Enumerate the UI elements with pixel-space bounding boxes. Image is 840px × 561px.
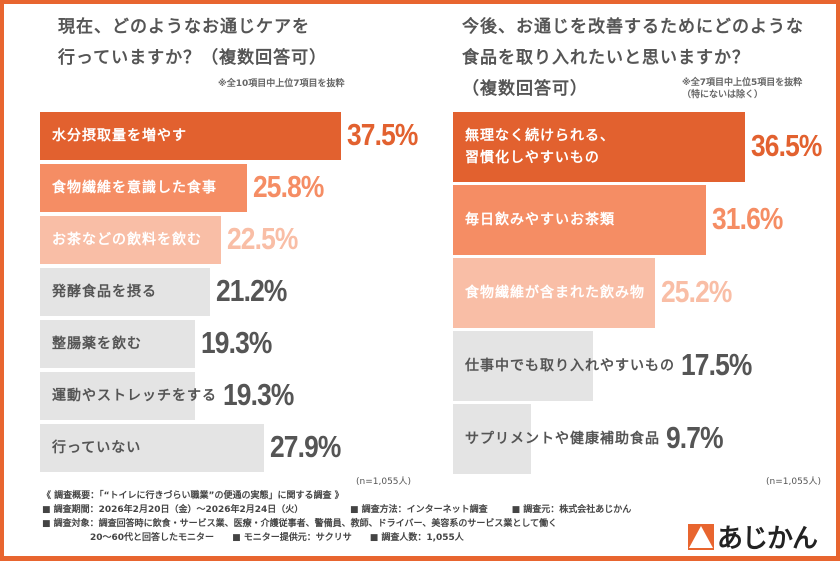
bar: 水分摂取量を増やす [40, 112, 342, 160]
survey-target: ■ 調査対象：調査回答時に飲食・サービス業、医療・介護従事者、警備員、教師、ドラ… [42, 519, 558, 529]
bar: お茶などの飲料を飲む [40, 216, 221, 264]
overview-title: 《 調査概要：「“トイレに行きづらい職業”の便通の実態」に関する調査 》 [42, 491, 344, 501]
category-label-line: 無理なく続けられる、 [465, 128, 615, 144]
bar: 整腸薬を飲む [40, 320, 195, 368]
category-label-line: お茶などの飲料を飲む [52, 232, 202, 248]
value-label: 27.9% [270, 429, 341, 464]
title-line: 今後、お通じを改善するためにどのような [462, 17, 804, 37]
monitor-provider: ■ モニター提供元：サクリサ [232, 533, 352, 543]
right-chart-note: ※全7項目中上位5項目を抜粋 （特にないは除く） [682, 77, 802, 101]
survey-overview: 《 調査概要：「“トイレに行きづらい職業”の便通の実態」に関する調査 》 ■ 調… [42, 489, 631, 545]
value-label: 19.3% [223, 377, 294, 412]
survey-method: ■ 調査方法：インターネット調査 [350, 505, 488, 515]
category-label: 運動やストレッチをする [52, 385, 217, 407]
value-label: 25.8% [253, 169, 324, 204]
value-label: 9.7% [666, 420, 724, 455]
value-label: 21.2% [216, 273, 287, 308]
right-chart-title: 今後、お通じを改善するためにどのような 食品を取り入れたいと思いますか？ （複数… [462, 12, 804, 105]
category-label: サプリメントや健康補助食品 [465, 428, 660, 450]
title-line: 行っていますか？（複数回答可） [58, 48, 328, 68]
bar: サプリメントや健康補助食品 [453, 404, 659, 474]
bar: 食物繊維が含まれた飲み物 [453, 258, 655, 328]
left-sample-size: (n=1,055人) [356, 477, 412, 487]
category-label: 発酵食品を摂る [52, 281, 157, 303]
category-label: お茶などの飲料を飲む [52, 229, 202, 251]
value-label: 37.5% [347, 117, 418, 152]
bar: 毎日飲みやすいお茶類 [453, 185, 706, 255]
value-label: 36.5% [751, 128, 822, 163]
category-label: 仕事中でも取り入れやすいもの [465, 355, 675, 377]
category-label-line: 整腸薬を飲む [52, 336, 142, 352]
value-label: 22.5% [226, 221, 298, 256]
category-label: 食物繊維が含まれた飲み物 [465, 282, 645, 304]
bar: 無理なく続けられる、 習慣化しやすいもの [453, 112, 745, 182]
title-line: 現在、どのようなお通じケアを [58, 17, 310, 37]
category-label-line: 運動やストレッチをする [52, 388, 217, 404]
bar: 仕事中でも取り入れやすいもの [453, 331, 674, 401]
survey-period: ■ 調査期間：2026年2月20日（金）〜2026年2月24日（火） [42, 505, 304, 515]
left-chart-note: ※全10項目中上位7項目を抜粋 [218, 79, 345, 89]
category-label-line: 行っていない [52, 440, 142, 456]
category-label-line: 毎日飲みやすいお茶類 [465, 212, 615, 228]
category-label-line: 食物繊維を意識した食事 [52, 180, 217, 196]
survey-count: ■ 調査人数：1,055人 [369, 533, 464, 543]
title-line: （複数回答可） [462, 79, 588, 99]
category-label-line: 習慣化しやすいもの [465, 150, 600, 166]
bar: 運動やストレッチをする [40, 372, 216, 420]
title-line: 食品を取り入れたいと思いますか？ [462, 48, 750, 68]
value-label: 25.2% [660, 274, 732, 309]
bar: 発酵食品を摂る [40, 268, 211, 316]
left-chart-title: 現在、どのようなお通じケアを 行っていますか？（複数回答可） [58, 12, 327, 74]
ajikan-logo: あじかん [688, 518, 818, 555]
category-label: 無理なく続けられる、 習慣化しやすいもの [465, 125, 615, 169]
category-label: 水分摂取量を増やす [52, 125, 187, 147]
survey-source: ■ 調査元：株式会社あじかん [511, 505, 632, 515]
category-label: 行っていない [52, 437, 141, 459]
category-label-line: 食物繊維が含まれた飲み物 [465, 285, 645, 301]
logo-mark-icon [688, 523, 714, 550]
category-label-line: 発酵食品を摂る [52, 284, 157, 300]
bar: 行っていない [40, 424, 265, 472]
value-label: 19.3% [200, 325, 272, 360]
note-line: ※全7項目中上位5項目を抜粋 [682, 78, 803, 88]
category-label: 毎日飲みやすいお茶類 [465, 209, 615, 231]
category-label-line: サプリメントや健康補助食品 [465, 431, 660, 447]
bar: 食物繊維を意識した食事 [40, 164, 248, 212]
category-label: 食物繊維を意識した食事 [52, 177, 217, 199]
category-label-line: 仕事中でも取り入れやすいもの [465, 358, 675, 374]
right-sample-size: (n=1,055人) [766, 477, 822, 487]
value-label: 31.6% [711, 201, 783, 236]
survey-target-age: 20〜60代と回答したモニター [90, 533, 215, 543]
category-label-line: 水分摂取量を増やす [52, 128, 187, 144]
category-label: 整腸薬を飲む [52, 333, 142, 355]
value-label: 17.5% [681, 347, 752, 382]
note-line: （特にないは除く） [682, 90, 764, 100]
